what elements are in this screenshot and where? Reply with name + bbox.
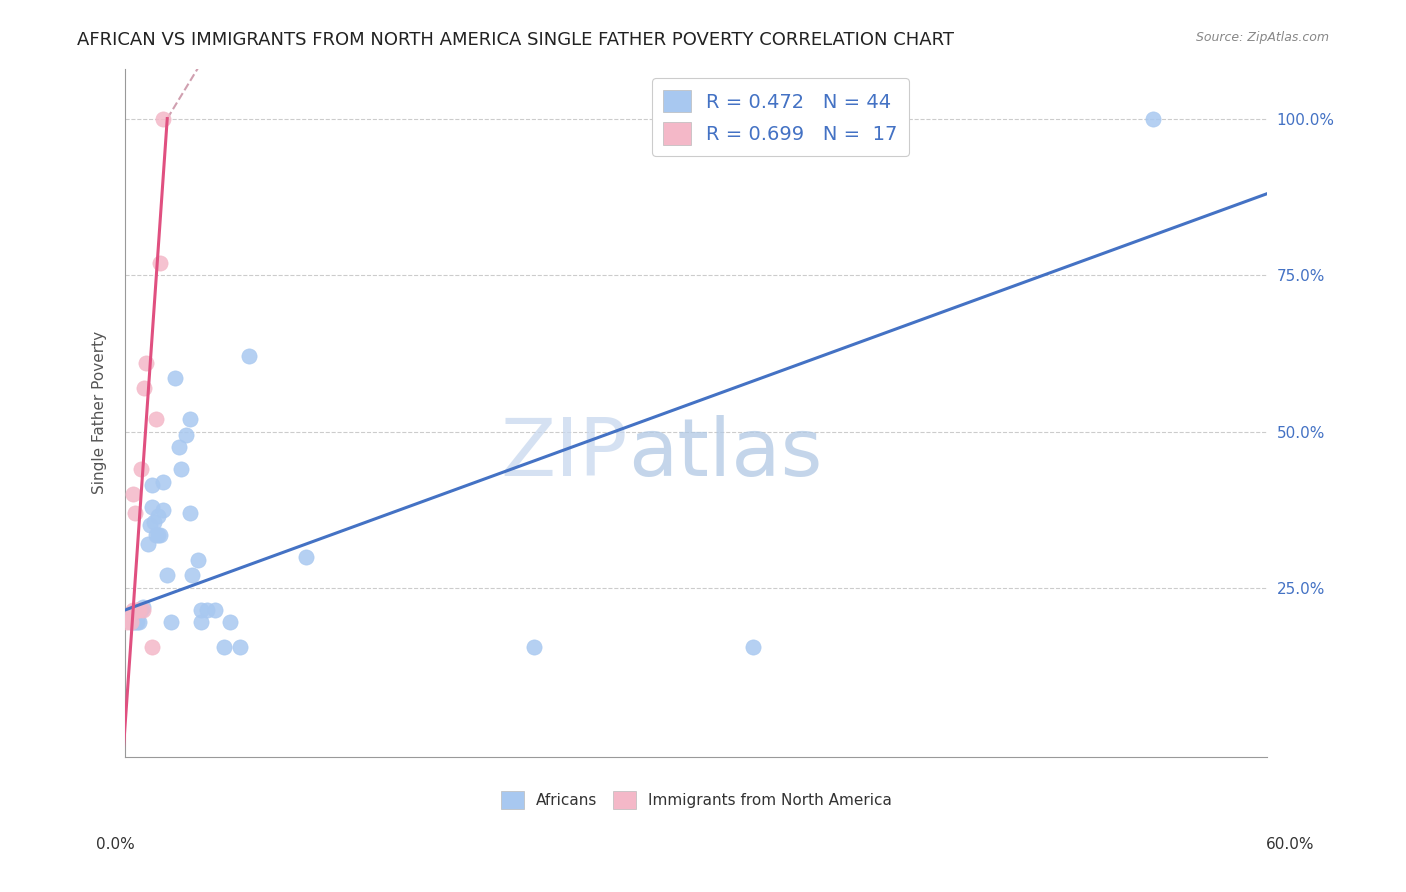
Point [139, 518, 162, 533]
Point [120, 615, 142, 630]
Point [219, 615, 242, 630]
Point [141, 640, 163, 655]
Point [167, 440, 190, 454]
Text: 60.0%: 60.0% [1267, 838, 1315, 852]
Y-axis label: Single Father Poverty: Single Father Poverty [93, 331, 107, 494]
Point [134, 381, 156, 395]
Text: AFRICAN VS IMMIGRANTS FROM NORTH AMERICA SINGLE FATHER POVERTY CORRELATION CHART: AFRICAN VS IMMIGRANTS FROM NORTH AMERICA… [77, 31, 955, 49]
Point [117, 615, 139, 630]
Text: ZIP: ZIP [501, 415, 627, 493]
Point [190, 615, 212, 630]
Point [118, 612, 141, 626]
Point [122, 603, 145, 617]
Point [129, 462, 152, 476]
Point [152, 502, 174, 516]
Point [125, 612, 148, 626]
Point [149, 528, 172, 542]
Point [156, 568, 179, 582]
Point [174, 427, 197, 442]
Point [120, 606, 142, 620]
Point [160, 615, 183, 630]
Point [122, 615, 145, 630]
Point [125, 615, 148, 630]
Point [122, 487, 145, 501]
Point [145, 412, 167, 426]
Point [146, 508, 169, 523]
Point [124, 615, 146, 630]
Point [152, 112, 174, 126]
Point [190, 603, 212, 617]
Point [128, 615, 150, 630]
Point [238, 350, 260, 364]
Point [152, 475, 174, 489]
Point [131, 603, 153, 617]
Point [204, 603, 226, 617]
Point [125, 603, 148, 617]
Point [131, 599, 153, 614]
Point [187, 553, 209, 567]
Point [141, 477, 163, 491]
Point [128, 603, 150, 617]
Point [136, 537, 159, 551]
Point [179, 506, 201, 520]
Text: Source: ZipAtlas.com: Source: ZipAtlas.com [1195, 31, 1329, 45]
Point [523, 640, 546, 655]
Point [179, 412, 201, 426]
Point [295, 549, 318, 564]
Point [1142, 112, 1164, 126]
Point [124, 506, 146, 520]
Point [169, 462, 191, 476]
Point [129, 603, 152, 617]
Point [145, 528, 167, 542]
Point [128, 603, 150, 617]
Point [146, 528, 169, 542]
Legend: Africans, Immigrants from North America: Africans, Immigrants from North America [495, 785, 897, 814]
Point [163, 371, 186, 385]
Point [141, 500, 163, 514]
Point [120, 615, 142, 630]
Text: atlas: atlas [627, 415, 823, 493]
Point [125, 603, 148, 617]
Point [135, 356, 157, 370]
Point [214, 640, 236, 655]
Point [742, 640, 765, 655]
Point [149, 255, 172, 269]
Point [181, 568, 204, 582]
Point [195, 603, 218, 617]
Point [142, 515, 165, 529]
Point [124, 612, 146, 626]
Text: 0.0%: 0.0% [96, 838, 135, 852]
Point [228, 640, 250, 655]
